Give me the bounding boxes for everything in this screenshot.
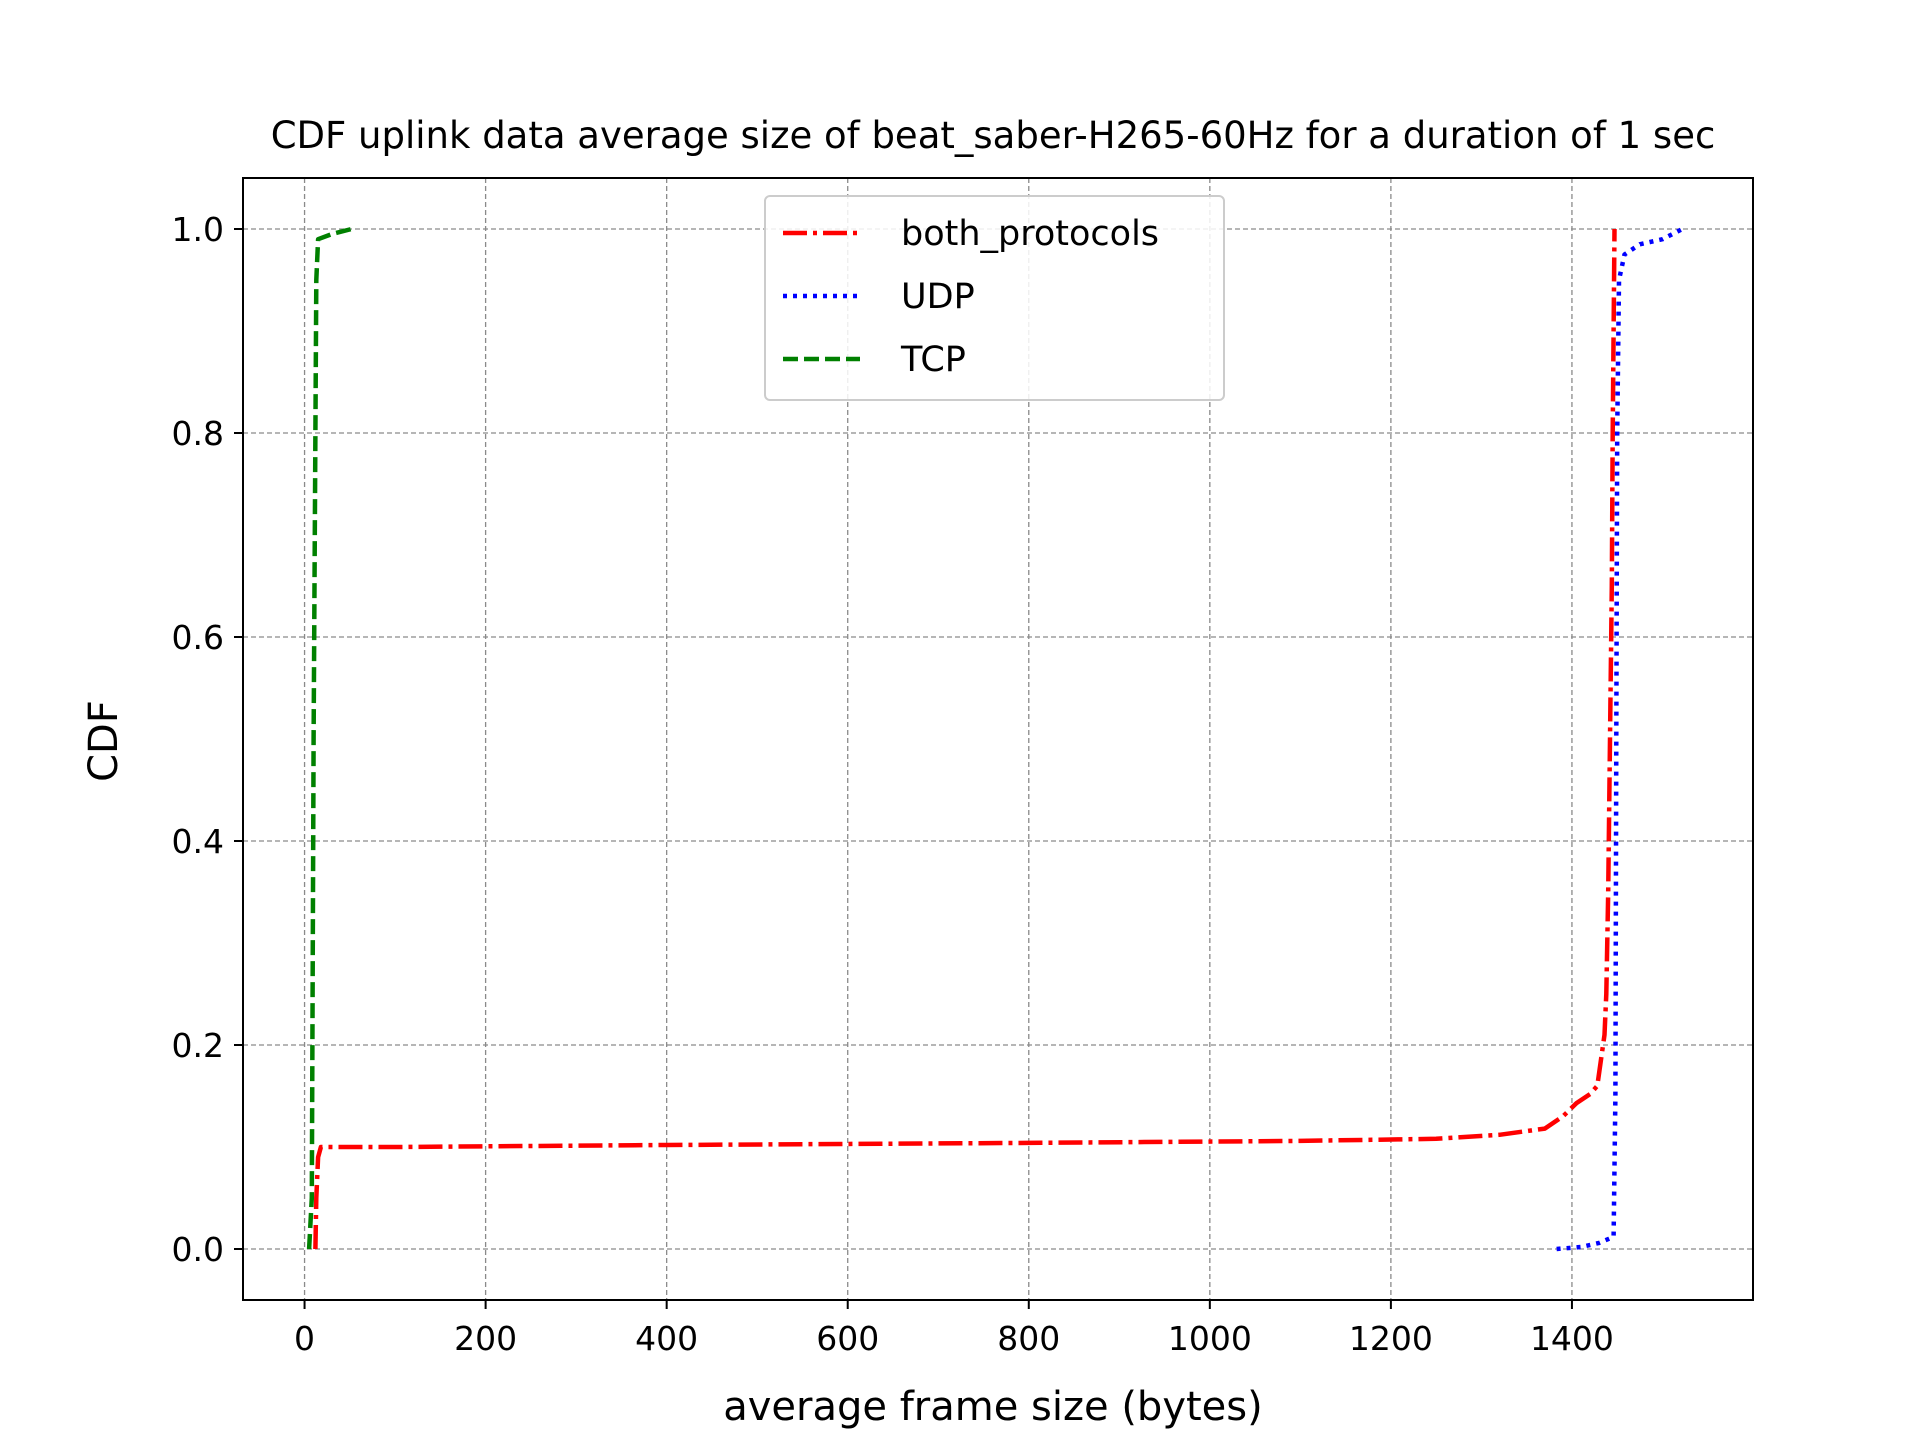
legend-label: TCP: [900, 340, 966, 380]
legend-label: UDP: [901, 277, 975, 317]
x-tick-label: 1000: [1168, 1319, 1252, 1358]
x-tick-label: 1400: [1530, 1319, 1614, 1358]
legend-label: both_protocols: [901, 214, 1159, 254]
series-line-tcp: [306, 226, 353, 1250]
y-tick-label: 0.0: [172, 1230, 224, 1269]
axis-ticks: 0 200 400 600 800 1000 1200 1400 0.0 0.2 0.4 0.6 0.8…: [172, 210, 1614, 1358]
series-lines: [306, 226, 1684, 1252]
y-axis-title: CDF: [81, 700, 127, 782]
x-tick-label: 0: [294, 1319, 315, 1358]
x-tick-label: 400: [635, 1319, 698, 1358]
series-line-both-protocols: [313, 228, 1617, 1250]
y-tick-label: 0.6: [172, 618, 224, 657]
y-tick-label: 0.4: [172, 822, 224, 861]
y-tick-label: 1.0: [172, 210, 224, 249]
x-axis-title: average frame size (bytes): [723, 1384, 1262, 1430]
series-line-udp: [1556, 226, 1684, 1252]
x-tick-label: 800: [997, 1319, 1060, 1358]
x-tick-label: 1200: [1349, 1319, 1433, 1358]
x-tick-label: 200: [454, 1319, 517, 1358]
y-tick-label: 0.2: [172, 1026, 224, 1065]
y-tick-label: 0.8: [172, 414, 224, 453]
legend: both_protocols UDP TCP: [764, 195, 1225, 401]
legend-box: [764, 195, 1225, 401]
x-tick-label: 600: [816, 1319, 879, 1358]
chart-title: CDF uplink data average size of beat_sab…: [271, 114, 1716, 157]
plot-area-frame: [242, 177, 1754, 1301]
